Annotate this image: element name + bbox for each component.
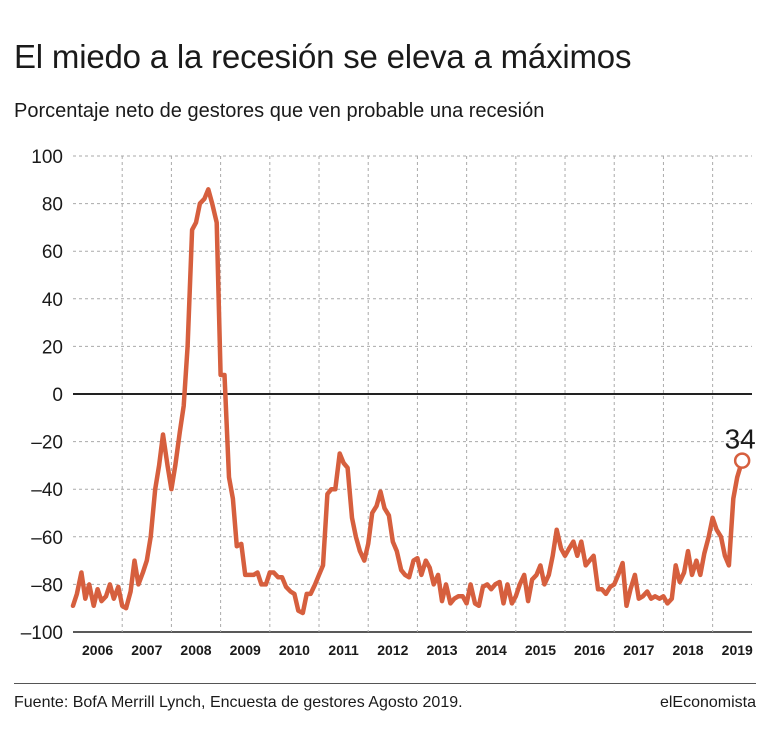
last-value-marker xyxy=(733,452,751,469)
y-tick-label: 20 xyxy=(42,337,63,358)
y-tick-label: –60 xyxy=(31,528,63,549)
x-tick-label: 2012 xyxy=(377,642,408,658)
x-tick-label: 2019 xyxy=(722,642,753,658)
last-value-label: 34 xyxy=(725,424,756,455)
y-tick-label: 80 xyxy=(42,195,63,216)
x-tick-label: 2013 xyxy=(426,642,457,658)
x-tick-label: 2016 xyxy=(574,642,605,658)
x-tick-label: 2015 xyxy=(525,642,556,658)
brand-logo-text: elEconomista xyxy=(659,694,756,711)
chart-subtitle: Porcentaje neto de gestores que ven prob… xyxy=(14,100,545,122)
series-line xyxy=(70,187,745,616)
y-tick-label: 100 xyxy=(31,147,63,168)
y-tick-label: –40 xyxy=(31,480,63,501)
x-axis: 2006 2007 2008 2009 2010 2011 2012 2013 2014 2015… xyxy=(82,642,753,658)
x-tick-label: 2008 xyxy=(180,642,211,658)
x-tick-label: 2007 xyxy=(131,642,162,658)
series-layer xyxy=(70,187,745,616)
x-tick-label: 2006 xyxy=(82,642,113,658)
y-tick-label: 40 xyxy=(42,290,63,311)
y-tick-label: –80 xyxy=(31,575,63,596)
x-tick-label: 2009 xyxy=(230,642,261,658)
chart-title: El miedo a la recesión se eleva a máximo… xyxy=(14,38,632,75)
annotation-layer: 34 xyxy=(725,424,756,469)
x-tick-label: 2018 xyxy=(672,642,703,658)
y-tick-label: 60 xyxy=(42,242,63,263)
x-tick-label: 2010 xyxy=(279,642,310,658)
footer-divider xyxy=(14,683,756,684)
y-axis: 100 80 60 40 20 0 –20 –40 –60 –80 –100 xyxy=(21,147,63,644)
y-tick-label: –20 xyxy=(31,433,63,454)
x-tick-label: 2017 xyxy=(623,642,654,658)
source-note: Fuente: BofA Merrill Lynch, Encuesta de … xyxy=(14,694,463,711)
y-tick-label: –100 xyxy=(21,623,63,644)
x-tick-label: 2014 xyxy=(476,642,507,658)
y-tick-label: 0 xyxy=(52,385,63,406)
x-tick-label: 2011 xyxy=(328,642,359,658)
